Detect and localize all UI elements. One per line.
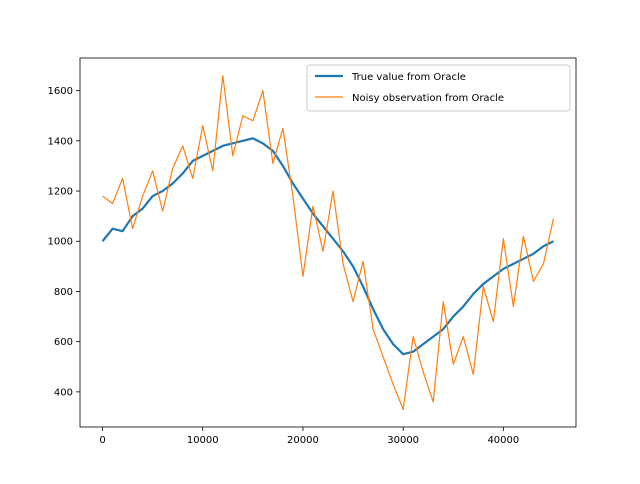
x-tick-label: 10000 xyxy=(187,435,219,446)
y-tick-label: 1000 xyxy=(48,237,73,248)
y-tick-label: 600 xyxy=(54,337,73,348)
y-tick-label: 1400 xyxy=(48,136,73,147)
x-tick-label: 20000 xyxy=(287,435,319,446)
x-axis: 0 10000 20000 30000 40000 xyxy=(99,427,519,446)
legend-box xyxy=(306,64,571,112)
plot-frame xyxy=(79,57,577,428)
x-tick-label: 30000 xyxy=(387,435,419,446)
series-line-true-value xyxy=(101,137,554,356)
y-tick-label: 400 xyxy=(54,387,73,398)
x-tick-label: 0 xyxy=(99,435,105,446)
legend-label-noisy-observation: Noisy observation from Oracle xyxy=(352,93,504,104)
y-tick-label: 800 xyxy=(54,287,73,298)
legend: True value from Oracle Noisy observation… xyxy=(306,64,571,112)
legend-label-true-value: True value from Oracle xyxy=(351,72,466,83)
y-axis: 400 600 800 1000 1200 1400 1600 xyxy=(48,86,80,398)
y-tick-label: 1600 xyxy=(48,86,73,97)
x-tick-label: 40000 xyxy=(487,435,519,446)
series-layer xyxy=(101,74,555,411)
y-tick-label: 1200 xyxy=(48,187,73,198)
series-line-noisy-observation xyxy=(102,74,555,411)
